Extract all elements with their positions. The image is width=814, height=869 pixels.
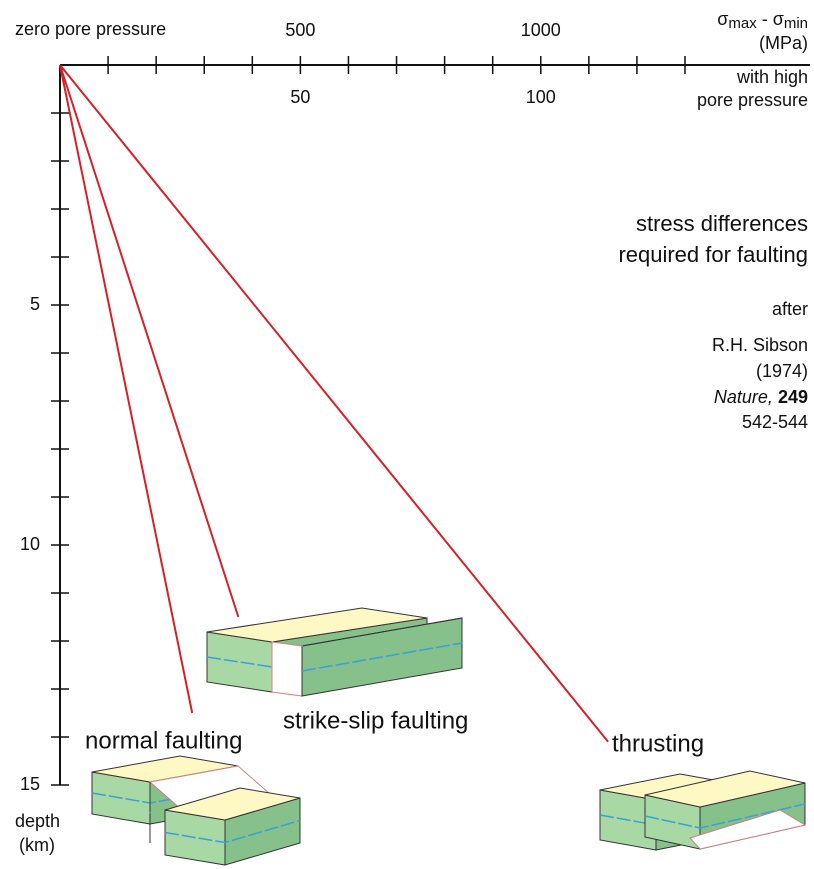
annotation: required for faulting bbox=[618, 242, 808, 267]
annotation: stress differences bbox=[636, 211, 808, 236]
x2-tick-label: 100 bbox=[526, 87, 556, 107]
x-label-part: σ bbox=[717, 9, 728, 29]
citation-pages: 542-544 bbox=[742, 412, 808, 432]
x-unit: (MPa) bbox=[759, 33, 808, 53]
block-top bbox=[206, 607, 428, 643]
y-tick-label: 5 bbox=[30, 294, 40, 314]
x-tick-label: 1000 bbox=[521, 20, 561, 40]
x-tick-label: 500 bbox=[285, 20, 315, 40]
series-line bbox=[59, 64, 609, 743]
series-label: normal faulting bbox=[85, 727, 242, 754]
x-note: zero pore pressure bbox=[15, 19, 166, 39]
block-top bbox=[301, 617, 463, 647]
series-line bbox=[59, 64, 240, 618]
annotation: (1974) bbox=[756, 361, 808, 381]
y-tick-label: 10 bbox=[20, 534, 40, 554]
block-layer bbox=[644, 803, 806, 829]
series-line bbox=[59, 64, 194, 714]
citation-volume: 249 bbox=[778, 387, 808, 407]
block-layer bbox=[164, 819, 301, 844]
x2-note: with high bbox=[736, 67, 808, 87]
y-label: (km) bbox=[19, 835, 55, 855]
x2-note: pore pressure bbox=[697, 90, 808, 110]
series-label: thrusting bbox=[612, 730, 704, 757]
fault-plane bbox=[271, 641, 303, 697]
citation: Nature, 249 bbox=[714, 387, 808, 407]
block-top bbox=[644, 770, 806, 808]
block-layer bbox=[301, 642, 463, 672]
fault-plane bbox=[689, 809, 807, 850]
block-diagrams bbox=[91, 607, 807, 866]
series-label: strike-slip faulting bbox=[283, 707, 468, 734]
x2-tick-label: 50 bbox=[290, 87, 310, 107]
y-label: depth bbox=[15, 811, 60, 831]
annotation: after bbox=[772, 299, 808, 319]
block-top bbox=[164, 787, 301, 821]
y-tick-label: 15 bbox=[20, 774, 40, 794]
x-label-part: - σ bbox=[757, 9, 784, 29]
x-label-sub: max bbox=[728, 15, 757, 32]
citation-journal: Nature, bbox=[714, 387, 773, 407]
annotation: R.H. Sibson bbox=[712, 335, 808, 355]
x-label-sub: min bbox=[784, 15, 808, 32]
x-label: σmax - σmin bbox=[717, 9, 808, 32]
